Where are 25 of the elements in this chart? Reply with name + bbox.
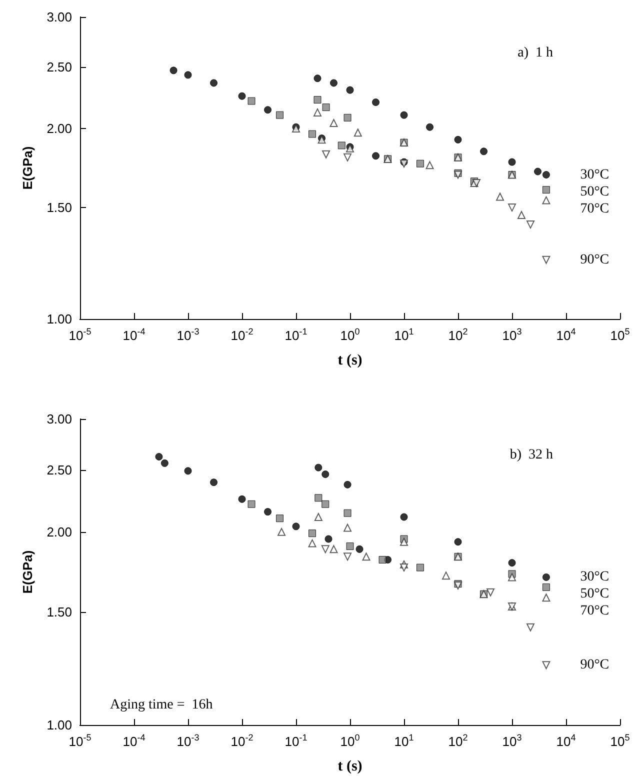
text: 50°C bbox=[580, 586, 610, 602]
y-tick-label: 2.00 bbox=[46, 120, 72, 136]
y-tick-label: 1.50 bbox=[46, 604, 72, 620]
y-axis-title: E(GPa) bbox=[20, 550, 35, 594]
y-tick-label: 2.50 bbox=[46, 462, 72, 478]
text: 90°C bbox=[580, 658, 610, 673]
y-tick-label: 3.00 bbox=[46, 412, 72, 426]
y-tick-label: 1.00 bbox=[46, 312, 72, 326]
y-tick-label: 3.00 bbox=[46, 10, 72, 24]
y-tick-label: 1.00 bbox=[46, 718, 72, 732]
y-tick-label: 2.50 bbox=[46, 60, 72, 75]
y-axis-title: E(GPa) bbox=[20, 146, 35, 190]
x-axis-title: t (s) bbox=[338, 352, 362, 368]
text: 30°C bbox=[580, 570, 610, 585]
text: 70°C bbox=[580, 604, 610, 619]
y-tick-label: 1.50 bbox=[46, 200, 72, 216]
annotation: Aging time = 16h bbox=[110, 698, 213, 712]
x-axis-title: t (s) bbox=[338, 758, 362, 774]
annotation: b) 32 h bbox=[510, 448, 553, 462]
annotation: a) 1 h bbox=[518, 46, 553, 60]
text: 30°C bbox=[580, 167, 610, 182]
y-tick-label: 2.00 bbox=[46, 524, 72, 540]
text: 50°C bbox=[580, 184, 610, 200]
text: 90°C bbox=[580, 252, 610, 268]
text: 70°C bbox=[580, 201, 610, 216]
